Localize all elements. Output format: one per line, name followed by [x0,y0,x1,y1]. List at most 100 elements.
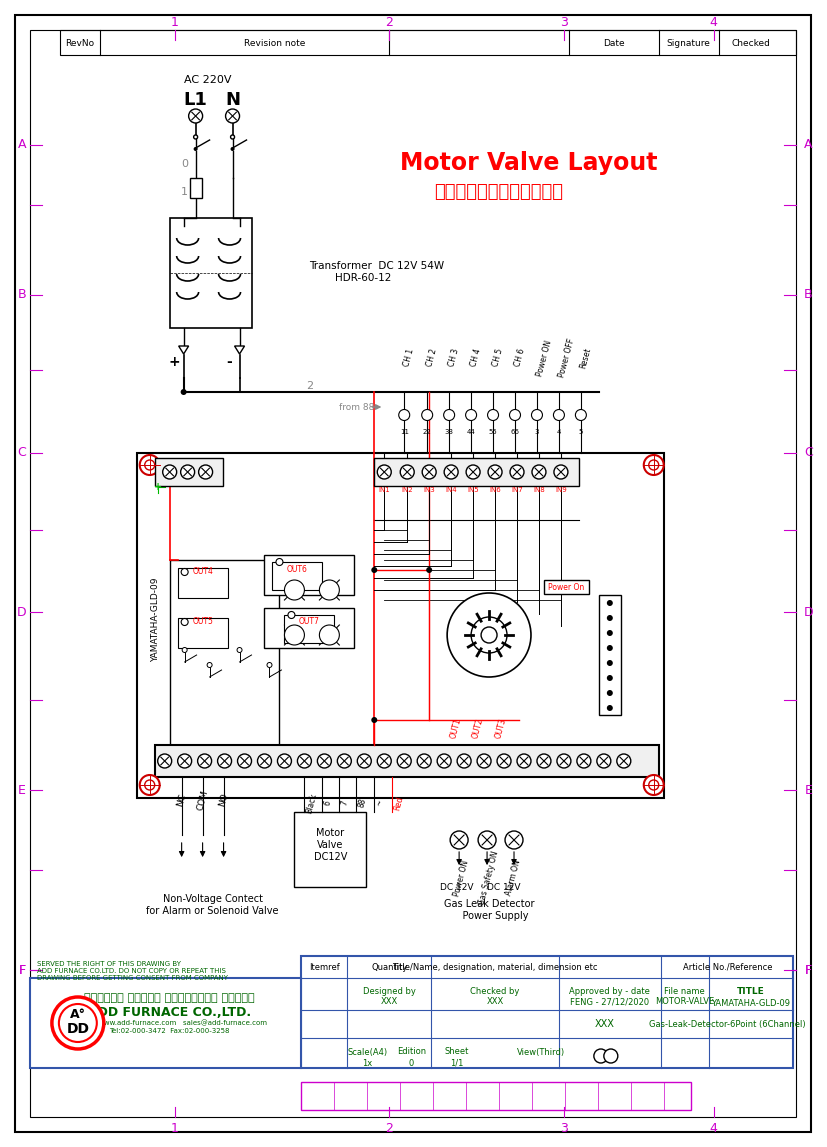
Text: Reset: Reset [578,346,592,369]
Circle shape [606,660,612,666]
Text: Alarm ON: Alarm ON [504,859,522,897]
Circle shape [606,645,612,651]
Text: 6: 6 [322,799,332,806]
Text: 4: 4 [709,16,717,29]
Text: Checked by: Checked by [470,986,519,996]
Text: Designed by: Designed by [362,986,415,996]
Circle shape [487,409,498,421]
Text: CH 2: CH 2 [425,348,438,368]
Circle shape [606,600,612,606]
Circle shape [225,109,239,123]
Circle shape [606,690,612,696]
Text: ~: ~ [374,798,385,807]
Text: YAMATAHA-GLD-09: YAMATAHA-GLD-09 [151,578,160,662]
Text: 1: 1 [170,1122,179,1134]
Text: IN9: IN9 [554,487,566,493]
Circle shape [643,455,663,475]
Text: F: F [804,963,811,976]
Polygon shape [179,346,189,354]
Text: L1: L1 [184,91,208,109]
Text: CH 6: CH 6 [513,348,526,368]
Text: OUT6: OUT6 [287,564,308,574]
Bar [170,218,251,328]
Text: XXX: XXX [594,1019,614,1029]
Text: 2: 2 [385,16,393,29]
Text: NC: NC [175,793,188,807]
Circle shape [616,754,630,768]
Circle shape [207,663,212,668]
Bar [30,978,301,1068]
Text: MOTOR-VALVE: MOTOR-VALVE [654,998,714,1007]
Circle shape [317,754,331,768]
Text: Gas-Leak-Detector-6Point (6Channel): Gas-Leak-Detector-6Point (6Channel) [648,1020,805,1029]
Circle shape [465,409,476,421]
Circle shape [509,465,523,479]
Bar [374,458,578,486]
Bar [543,580,588,594]
Circle shape [178,754,191,768]
Circle shape [377,754,391,768]
Circle shape [443,465,457,479]
Circle shape [357,754,370,768]
Text: 1: 1 [181,187,188,197]
Text: F: F [804,963,811,976]
Circle shape [606,630,612,635]
Circle shape [145,780,155,790]
Text: DC 12V: DC 12V [487,883,520,892]
Text: IN2: IN2 [401,487,413,493]
Text: OUT4: OUT4 [192,568,213,577]
Circle shape [297,754,311,768]
Text: ADD FURNACE CO.LTD. DO NOT COPY OR REPEAT THIS: ADD FURNACE CO.LTD. DO NOT COPY OR REPEA… [37,968,226,974]
Text: 4: 4 [556,429,561,435]
Text: Title/Name, designation, material, dimension etc: Title/Name, designation, material, dimen… [392,962,597,972]
Circle shape [476,754,490,768]
Text: 22: 22 [423,429,431,435]
Text: Transformer  DC 12V 54W
        HDR-60-12: Transformer DC 12V 54W HDR-60-12 [309,262,444,283]
Text: CH 4: CH 4 [469,348,482,368]
Circle shape [59,1004,97,1041]
Circle shape [237,754,251,768]
Text: E: E [804,783,811,796]
Circle shape [450,830,467,849]
Text: Tel:02-000-3472  Fax:02-000-3258: Tel:02-000-3472 Fax:02-000-3258 [109,1028,230,1033]
Circle shape [557,754,570,768]
Circle shape [319,580,339,600]
Text: IN4: IN4 [445,487,457,493]
Bar [301,1082,690,1110]
Circle shape [284,580,304,600]
Text: 3: 3 [559,16,567,29]
Text: XXX: XXX [485,998,503,1007]
Text: https://www.add-furnace.com   sales@add-furnace.com: https://www.add-furnace.com sales@add-fu… [73,1020,266,1027]
Text: 33: 33 [444,429,453,435]
Text: N: N [225,91,240,109]
Circle shape [189,109,203,123]
Circle shape [284,625,304,645]
Circle shape [437,754,451,768]
Text: Motor Valve Layout: Motor Valve Layout [399,151,657,175]
Circle shape [162,465,176,479]
Text: Power OFF: Power OFF [557,337,576,379]
Circle shape [487,465,501,479]
Text: IN3: IN3 [423,487,434,493]
Circle shape [230,135,234,139]
Text: CH 3: CH 3 [447,348,460,368]
Circle shape [377,465,391,479]
Circle shape [496,754,510,768]
Text: B: B [803,289,812,302]
Text: 55: 55 [488,429,497,435]
Text: -: - [227,356,232,369]
Text: CH 1: CH 1 [402,348,415,368]
Text: Checked: Checked [730,39,769,47]
Circle shape [596,754,610,768]
Text: Scale(A4): Scale(A4) [347,1047,387,1056]
Text: FENG - 27/12/2020: FENG - 27/12/2020 [570,998,648,1007]
Polygon shape [234,346,244,354]
Circle shape [606,705,612,711]
Text: DC 12V: DC 12V [440,883,473,892]
Circle shape [477,830,495,849]
Text: IN8: IN8 [533,487,544,493]
Circle shape [480,627,496,643]
Text: OUT5: OUT5 [192,617,213,626]
Text: 44: 44 [466,429,475,435]
Bar [284,615,334,643]
